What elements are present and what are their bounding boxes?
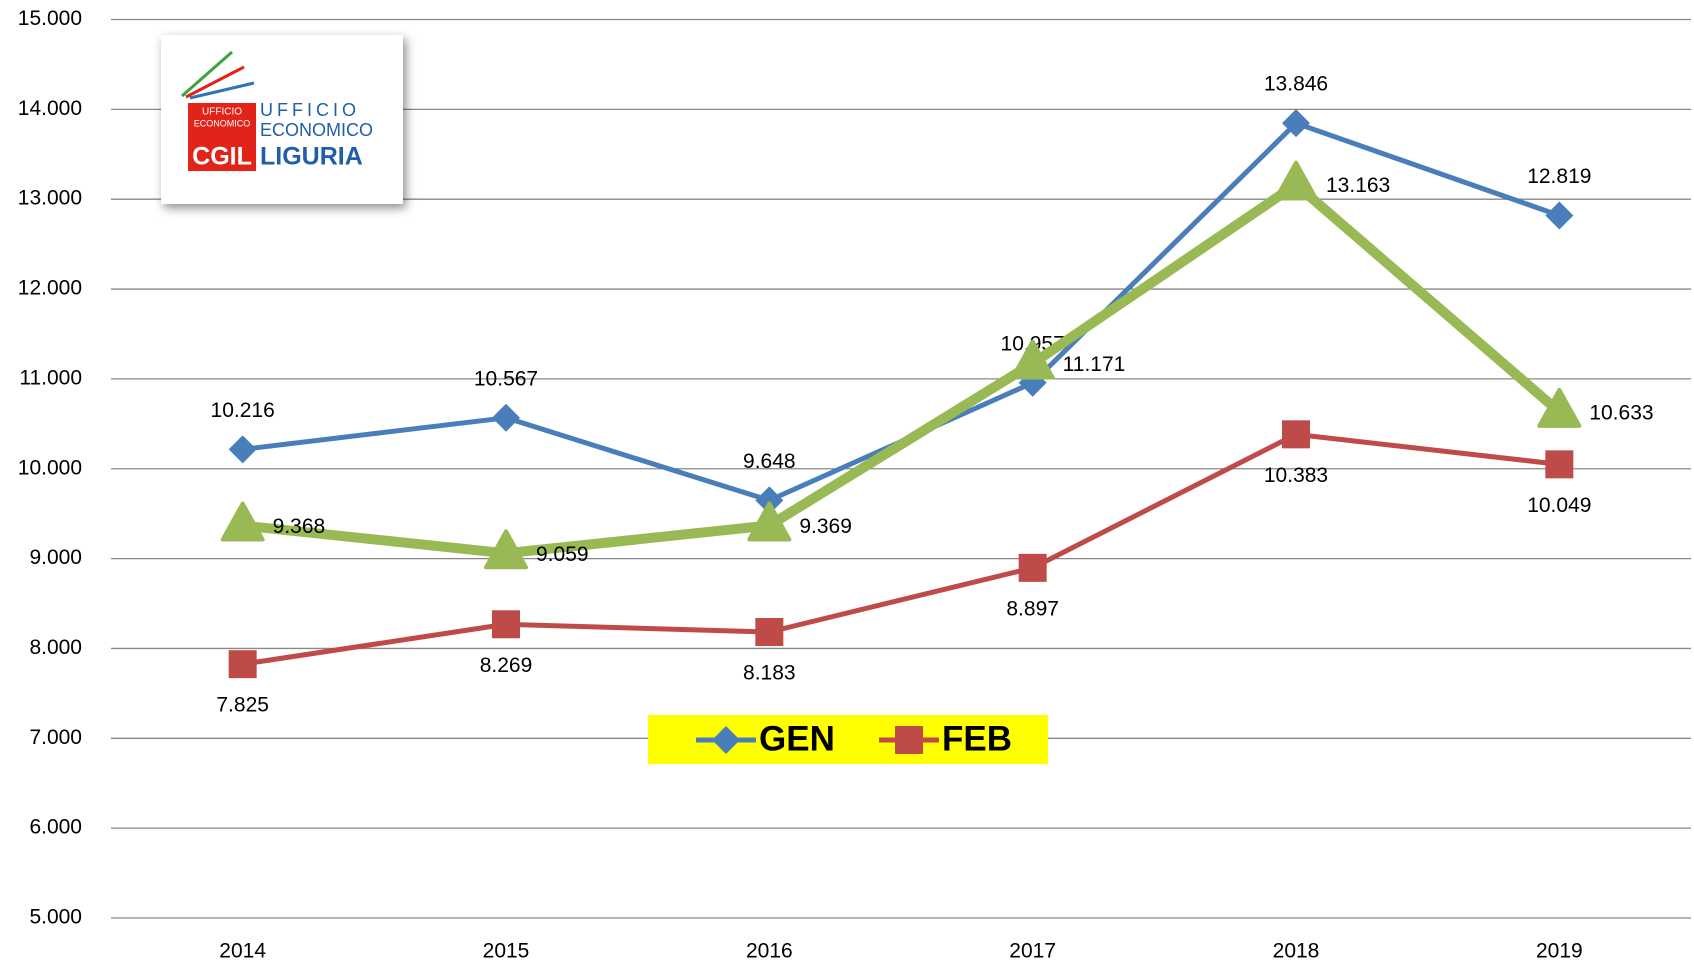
y-tick-label: 14.000	[18, 97, 82, 120]
y-tick-label: 10.000	[18, 456, 82, 479]
y-tick-label: 13.000	[18, 187, 82, 210]
y-tick-label: 9.000	[29, 546, 82, 569]
marker	[228, 650, 257, 679]
line	[242, 179, 1563, 559]
data-label: 11.171	[1063, 353, 1126, 376]
data-label: 10.567	[474, 367, 538, 390]
marker	[895, 726, 923, 754]
data-label: 7.825	[216, 694, 269, 717]
marker	[1018, 553, 1047, 582]
series	[228, 420, 1574, 679]
y-tick-label: 11.000	[19, 366, 82, 389]
marker	[755, 618, 784, 647]
marker	[712, 726, 740, 754]
logo-text: UFFICIO	[260, 100, 360, 120]
y-tick-label: 15.000	[18, 7, 82, 30]
logo-text: UFFICIO	[202, 107, 242, 118]
data-label: 10.383	[1264, 464, 1328, 487]
legend-label: FEB	[942, 719, 1012, 758]
line	[242, 431, 1560, 667]
logo-text: ECONOMICO	[260, 120, 373, 140]
logo-badge	[188, 103, 256, 171]
marker	[1537, 387, 1582, 428]
data-label: 12.819	[1527, 165, 1591, 188]
marker	[1545, 201, 1574, 230]
marker	[228, 435, 257, 464]
data-label: 13.163	[1326, 174, 1390, 197]
logo-stroke	[185, 65, 245, 99]
data-label: 10.216	[211, 399, 275, 422]
x-tick-label: 2016	[746, 940, 793, 963]
logo-text: CGIL	[192, 143, 252, 171]
marker	[220, 501, 265, 542]
x-tick-label: 2015	[483, 940, 530, 963]
marker	[1010, 339, 1055, 380]
marker	[484, 529, 528, 570]
marker	[1545, 450, 1574, 479]
marker	[1282, 109, 1310, 138]
data-label: 10.049	[1527, 494, 1591, 517]
logo-stroke	[189, 81, 255, 100]
logo-stroke	[181, 50, 233, 98]
marker	[1282, 420, 1310, 449]
y-tick-label: 5.000	[29, 906, 82, 929]
logo-text: LIGURIA	[260, 143, 363, 171]
logo: UFFICIO ECONOMICO CGIL UFFICIO ECONOMICO…	[161, 35, 403, 204]
logo-text: ECONOMICO	[194, 118, 251, 128]
data-label: 9.369	[799, 515, 852, 538]
x-tick-label: 2014	[219, 940, 266, 963]
grid	[111, 18, 1691, 919]
marker	[747, 501, 792, 542]
y-tick-label: 12.000	[18, 277, 82, 300]
y-tick-label: 8.000	[29, 636, 82, 659]
data-label: 9.648	[743, 450, 796, 473]
marker	[492, 610, 520, 639]
data-label: 13.846	[1264, 73, 1328, 96]
data-label: 10.633	[1589, 401, 1653, 424]
y-tick-label: 6.000	[29, 816, 82, 839]
x-tick-label: 2019	[1536, 940, 1583, 963]
data-label: 9.059	[536, 543, 589, 566]
x-tick-label: 2017	[1009, 940, 1056, 963]
legend-label: GEN	[759, 719, 835, 758]
x-tick-label: 2018	[1273, 940, 1320, 963]
y-tick-label: 7.000	[29, 726, 82, 749]
marker	[492, 403, 520, 432]
series	[220, 160, 1582, 570]
data-label: 9.368	[273, 515, 326, 538]
marker	[755, 486, 784, 515]
marker	[1274, 160, 1318, 201]
series	[228, 109, 1574, 515]
data-label: 8.269	[480, 654, 533, 677]
data-label: 8.897	[1006, 597, 1059, 620]
data-label: 8.183	[743, 662, 796, 685]
legend: GEN FEB	[648, 715, 1048, 764]
